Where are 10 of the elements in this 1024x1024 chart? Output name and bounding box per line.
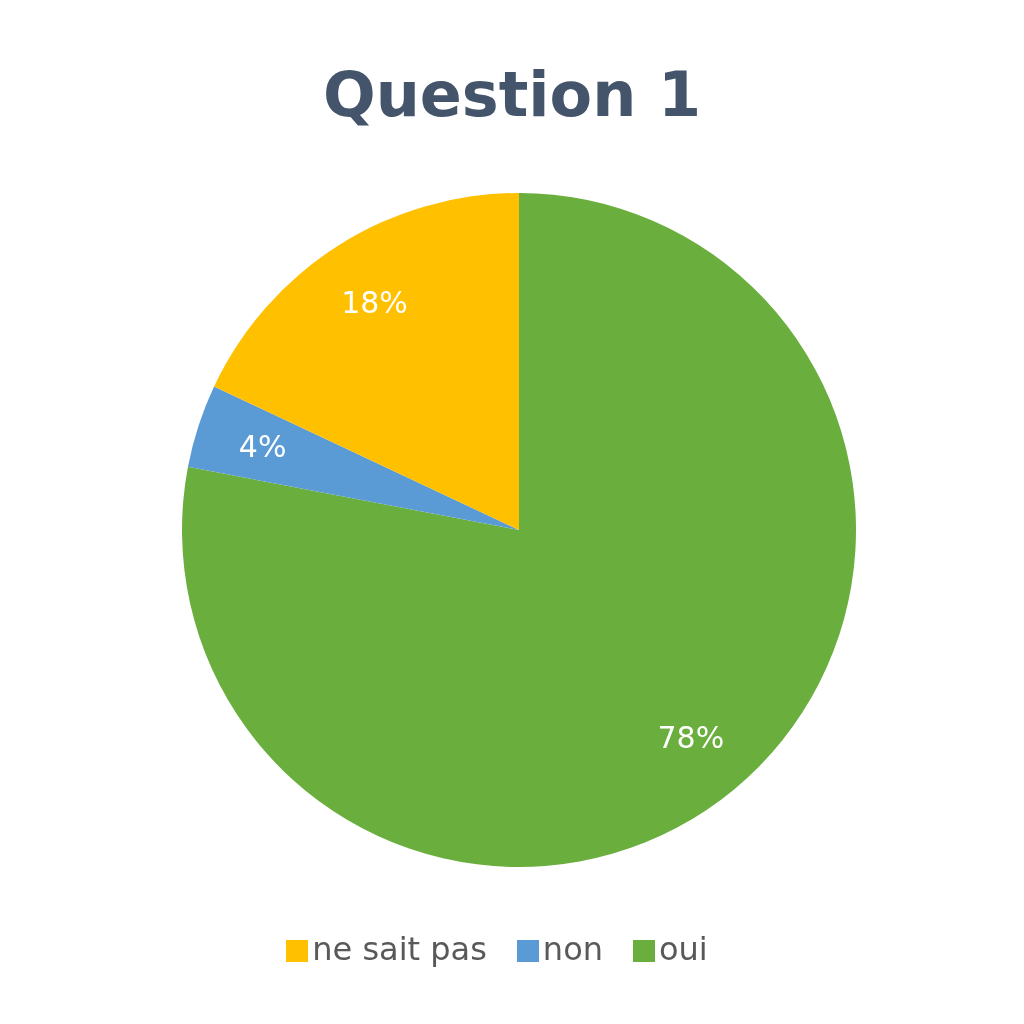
legend-label: ne sait pas: [312, 930, 487, 968]
legend-label: oui: [659, 930, 708, 968]
data-label: 78%: [657, 720, 725, 756]
chart-title: Question 1: [321, 58, 703, 131]
pie-slice: [187, 386, 519, 530]
legend-label: non: [542, 930, 603, 968]
data-label: 18%: [341, 284, 408, 320]
data-label: 4%: [238, 429, 287, 465]
pie-slice: [214, 193, 519, 530]
pie-slice: [182, 193, 856, 867]
